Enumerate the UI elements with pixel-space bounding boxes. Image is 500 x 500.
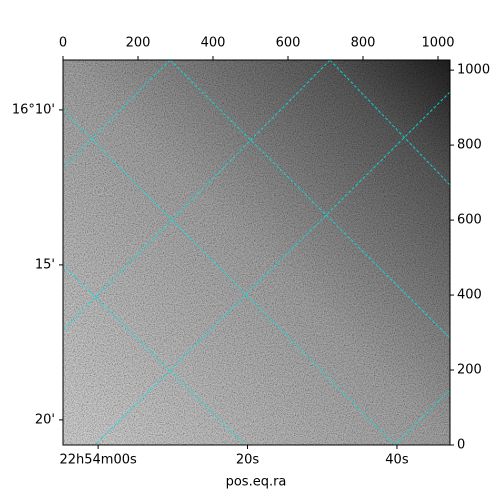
frame bbox=[62, 59, 451, 446]
y-tick-label: 200 bbox=[457, 363, 482, 378]
ra-tick-label: 40s bbox=[385, 453, 409, 468]
y-tick-label: 400 bbox=[457, 288, 482, 303]
y-tick-label: 600 bbox=[457, 213, 482, 228]
x-tick-label: 800 bbox=[351, 36, 376, 51]
y-tick-label: 1000 bbox=[457, 63, 490, 78]
x-tick-label: 400 bbox=[201, 36, 226, 51]
y-tick-label: 0 bbox=[457, 438, 465, 453]
ra-tick-label: 20s bbox=[236, 453, 260, 468]
y-tick-label: 800 bbox=[457, 138, 482, 153]
x-tick-label: 1000 bbox=[421, 36, 454, 51]
dec-tick-label: 20' bbox=[35, 412, 55, 427]
dec-tick-label: 16°10' bbox=[12, 102, 55, 117]
x-tick-label: 600 bbox=[276, 36, 301, 51]
ra-tick-label: 22h54m00s bbox=[59, 453, 137, 468]
x-tick-label: 0 bbox=[59, 36, 67, 51]
x-axis-label: pos.eq.ra bbox=[226, 475, 287, 490]
image bbox=[63, 60, 450, 445]
dec-tick-label: 15' bbox=[35, 257, 55, 272]
x-tick-label: 200 bbox=[126, 36, 151, 51]
wcs-grid bbox=[63, 60, 450, 445]
